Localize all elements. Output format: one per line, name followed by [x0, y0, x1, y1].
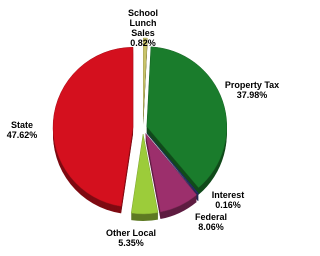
value-label: 37.98%: [236, 90, 268, 100]
category-name: Property Tax: [224, 80, 280, 90]
slice: [146, 132, 199, 195]
slice-label: State 47.62%: [2, 120, 42, 140]
slice: [146, 46, 227, 189]
category-name: Other Local: [105, 228, 156, 238]
value-label: 0.16%: [215, 200, 241, 210]
value-label: 8.06%: [198, 222, 224, 232]
category-name: Interest: [211, 190, 245, 200]
slice: [143, 37, 148, 119]
value-label: 0.82%: [130, 38, 156, 48]
slice-side: [146, 133, 199, 196]
slice-label: Other Local 5.35%: [104, 228, 158, 248]
slice: [52, 47, 134, 207]
slice: [145, 132, 198, 213]
category-name: School Lunch Sales: [127, 8, 158, 38]
slice: [130, 133, 159, 215]
value-label: 5.35%: [118, 238, 144, 248]
category-name: State: [10, 120, 33, 130]
pie-plot: [52, 37, 227, 221]
slice-label: Federal 8.06%: [186, 212, 236, 232]
slice-label: Property Tax 37.98%: [222, 80, 282, 100]
slice-label: School Lunch Sales 0.82%: [118, 8, 168, 48]
slice-side: [146, 134, 199, 197]
slice-label: Interest 0.16%: [208, 190, 248, 210]
value-label: 47.62%: [6, 130, 38, 140]
chart: School Lunch Sales 0.82% Property Tax 37.98…: [2, 8, 282, 248]
category-name: Federal: [194, 212, 227, 222]
